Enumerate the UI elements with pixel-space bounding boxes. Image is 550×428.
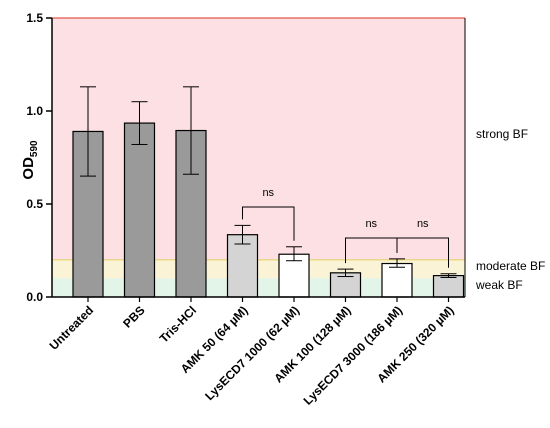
y-tick-label-2: 1.0 xyxy=(26,104,43,118)
bar-1 xyxy=(123,122,156,298)
y-axis-label: OD590 xyxy=(20,140,40,180)
y-tick-label-3: 1.5 xyxy=(26,11,43,25)
bar-6 xyxy=(381,262,413,298)
zone-band-0 xyxy=(52,18,465,260)
error-bars xyxy=(80,86,457,278)
zone-band-2 xyxy=(52,278,465,297)
category-label-6: LysECD7 3000 (186 µM) xyxy=(301,303,406,408)
bracket-label-1: ns xyxy=(365,218,377,230)
bracket-2 xyxy=(396,237,449,268)
y-tick-label-1: 0.5 xyxy=(26,197,43,211)
category-label-0: Untreated xyxy=(47,303,97,353)
zone-label-1: moderate BF xyxy=(476,259,545,273)
category-label-1: PBS xyxy=(120,303,147,330)
zone-label-0: strong BF xyxy=(476,127,528,141)
bracket-0 xyxy=(242,206,295,241)
bracket-label-0: ns xyxy=(262,187,274,199)
category-label-4: LysECD7 1000 (62 µM) xyxy=(202,303,302,403)
bracket-label-2: ns xyxy=(417,218,429,230)
zone-label-2: weak BF xyxy=(475,278,523,292)
significance-brackets: ns ns ns xyxy=(242,187,449,268)
zone-bands: strong BF moderate BF weak BF xyxy=(52,17,545,297)
y-tick-label-0: 0.0 xyxy=(26,290,43,304)
bars xyxy=(72,122,465,298)
category-label-2: Tris-HCl xyxy=(157,303,199,345)
axes xyxy=(46,17,466,302)
bar-7 xyxy=(432,275,465,298)
zone-band-1 xyxy=(52,259,465,279)
